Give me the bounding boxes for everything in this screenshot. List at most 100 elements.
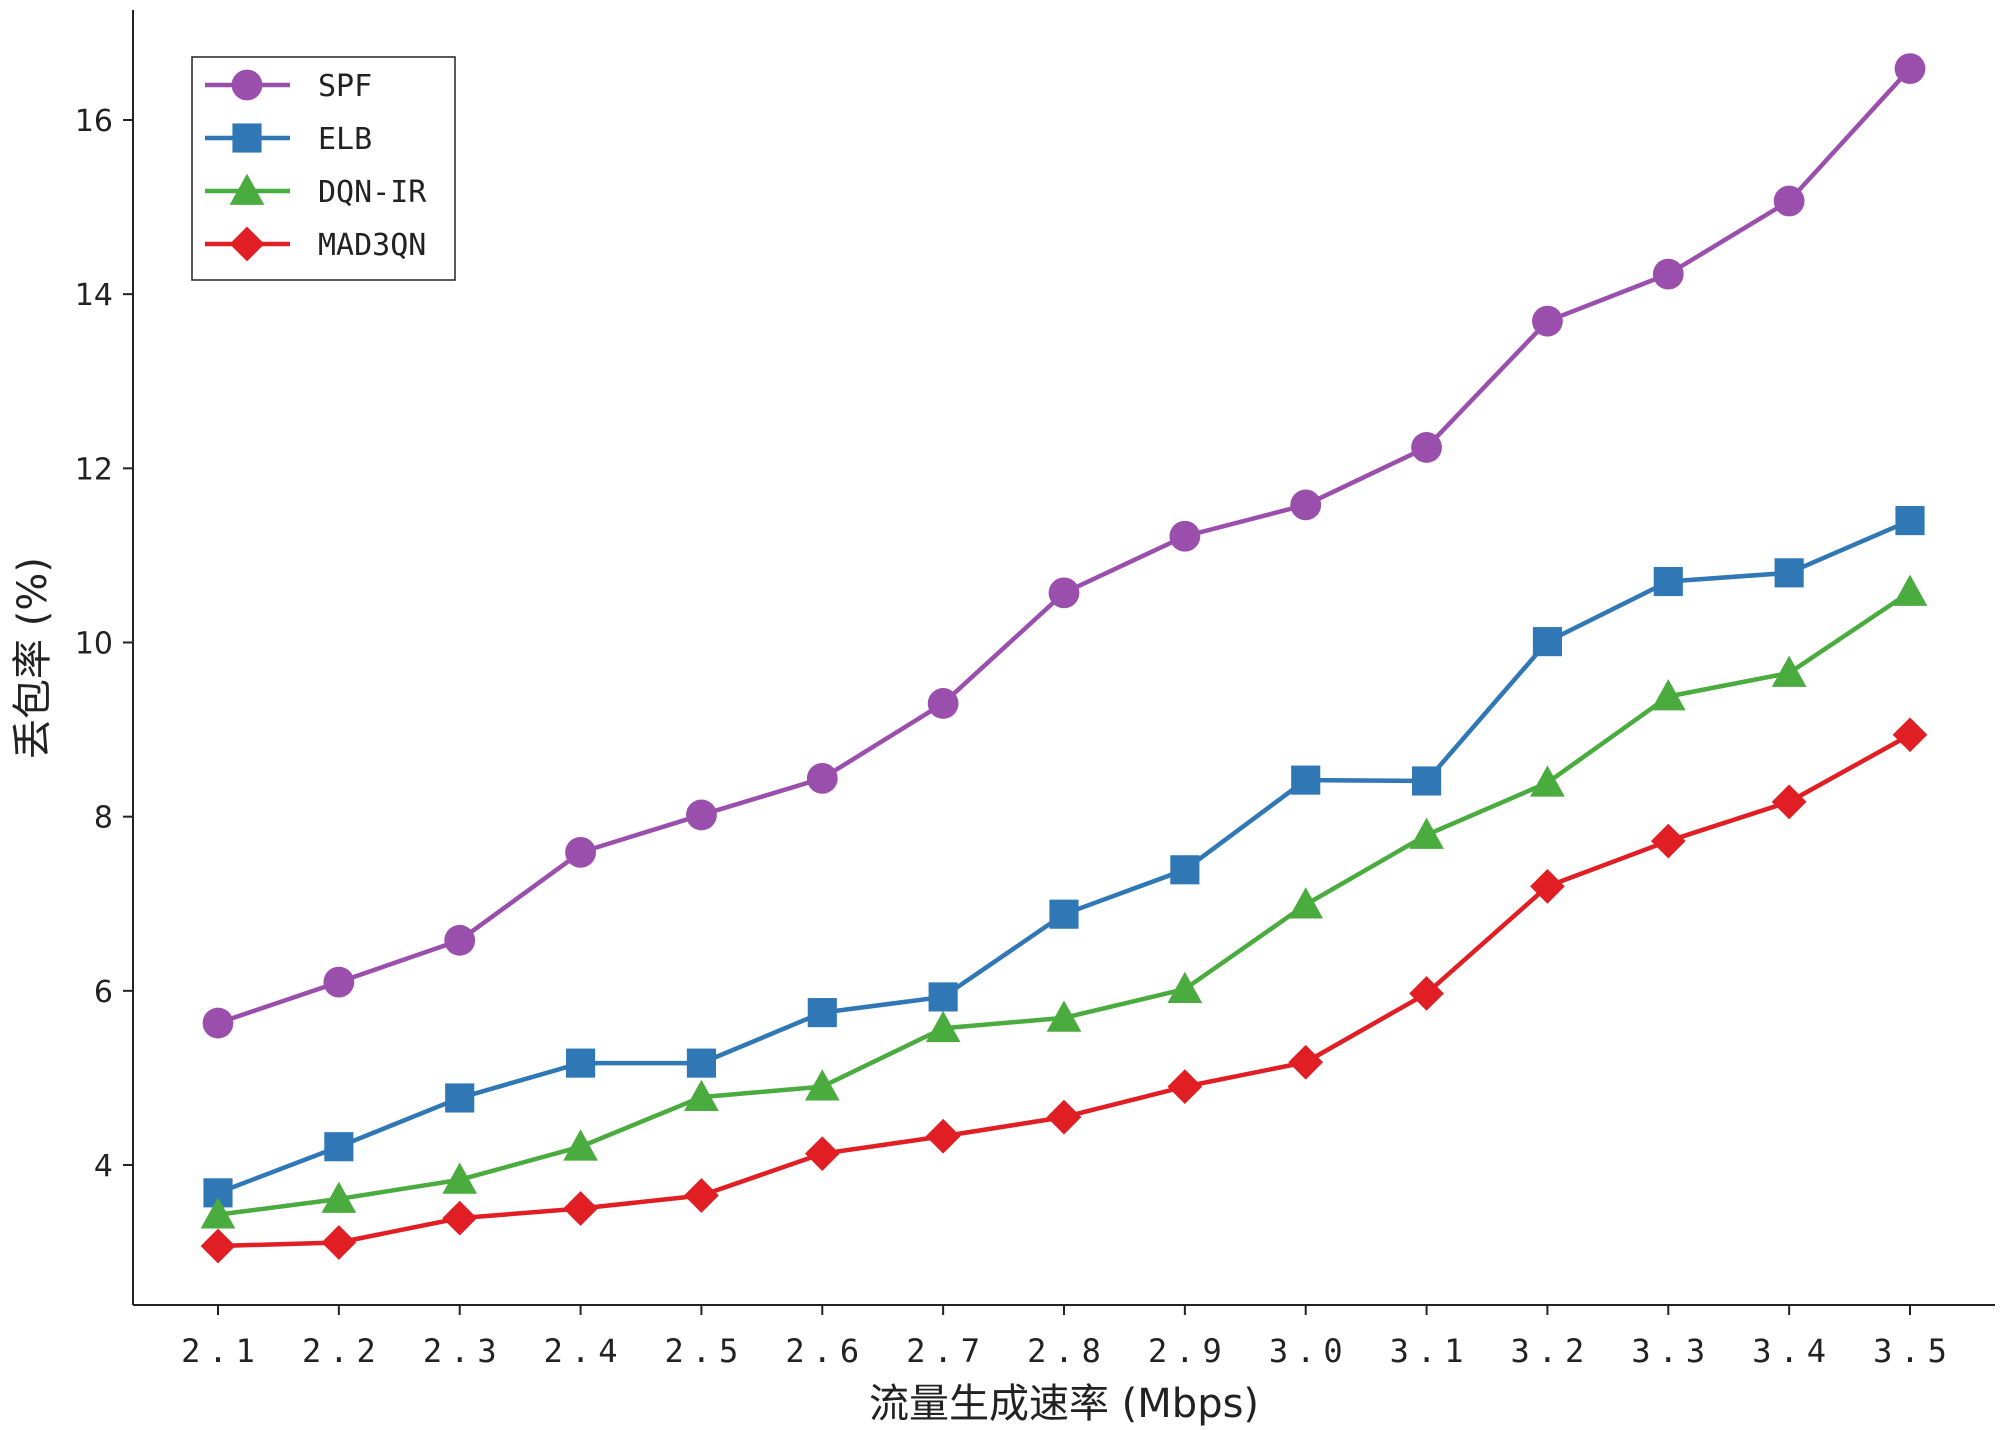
data-point-dqn-ir [200,1197,236,1229]
legend-marker-elb [232,123,262,153]
legend-label-elb: ELB [318,122,372,157]
data-point-spf [1169,520,1201,552]
data-point-mad3qn [804,1136,840,1172]
data-point-mad3qn [321,1225,357,1260]
data-point-mad3qn [1288,1044,1324,1080]
data-point-spf [1773,185,1805,217]
data-point-mad3qn [563,1191,598,1226]
legend-item-dqn-ir: DQN-IR [205,173,427,210]
y-tick-label: 6 [94,975,113,1010]
data-point-elb [1291,765,1321,795]
data-point-dqn-ir [1892,574,1928,606]
data-point-dqn-ir [1771,655,1807,687]
data-point-spf [1048,577,1080,609]
x-tick-label: 2.4 [544,1332,626,1370]
x-tick-label: 3.5 [1873,1332,1955,1370]
data-point-dqn-ir [684,1079,719,1111]
series-spf [202,53,1926,1039]
data-point-spf [323,966,355,998]
data-point-dqn-ir [925,1010,961,1043]
data-point-dqn-ir [1167,971,1203,1003]
data-point-mad3qn [1771,784,1807,820]
data-point-dqn-ir [563,1129,598,1161]
data-point-spf [202,1007,234,1039]
legend-marker-spf [231,69,263,101]
series-line-mad3qn [217,732,1912,1249]
data-point-elb [566,1048,596,1078]
data-point-mad3qn [1650,823,1686,859]
legend-item-mad3qn: MAD3QN [205,226,426,263]
y-tick-label: 16 [75,104,113,139]
legend-item-elb: ELB [205,122,372,157]
data-point-elb [686,1048,716,1078]
series-dqn-ir [200,574,1928,1229]
legend-marker-mad3qn [229,226,265,262]
data-point-elb [1774,558,1804,588]
data-point-spf [1411,432,1442,463]
data-point-spf [444,924,476,956]
y-tick-label: 8 [94,801,113,836]
x-tick-label: 3.1 [1390,1332,1472,1370]
data-point-spf [1532,305,1563,337]
legend-label-spf: SPF [318,69,372,104]
x-tick-label: 2.7 [906,1332,988,1370]
data-point-mad3qn [684,1178,719,1213]
x-tick-label: 2.9 [1148,1332,1230,1370]
data-point-elb [1049,899,1079,929]
y-axis-title: 丢包率 (%) [10,557,56,759]
series-group [200,53,1928,1264]
data-point-elb [1170,855,1200,885]
x-tick-label: 3.4 [1752,1332,1834,1370]
data-point-elb [324,1132,354,1162]
data-point-dqn-ir [1650,679,1686,711]
legend: SPF ELB DQN-IR MAD3QN [191,56,456,281]
data-point-mad3qn [442,1200,478,1236]
data-point-mad3qn [1046,1099,1082,1135]
x-tick-label: 2.2 [302,1332,384,1370]
data-point-mad3qn [1892,717,1928,753]
legend-label-dqn-ir: DQN-IR [318,175,427,210]
legend-label-mad3qn: MAD3QN [318,228,426,263]
data-point-spf [686,799,717,831]
data-point-spf [806,762,838,794]
data-point-mad3qn [1167,1069,1203,1104]
data-point-spf [1894,53,1926,85]
series-line-spf [217,67,1912,1026]
data-point-elb [807,998,837,1028]
x-tick-label: 2.1 [181,1332,263,1370]
data-point-elb [1895,506,1925,536]
y-tick-label: 10 [75,627,113,662]
data-point-elb [928,982,958,1012]
data-point-elb [445,1083,475,1113]
x-tick-label: 3.2 [1511,1332,1593,1370]
x-axis-title: 流量生成速率 (Mbps) [869,1381,1259,1427]
data-point-mad3qn [1530,868,1565,904]
data-point-dqn-ir [442,1162,478,1194]
legend-item-spf: SPF [205,69,372,104]
data-point-spf [927,688,959,719]
x-tick-label: 2.3 [423,1332,505,1370]
data-point-elb [1653,566,1683,597]
series-mad3qn [200,717,1928,1264]
data-point-spf [565,836,596,868]
x-tick-label: 3.3 [1631,1332,1713,1370]
y-tick-label: 14 [75,278,113,313]
x-tick-label: 2.8 [1027,1332,1109,1370]
data-point-dqn-ir [1288,887,1324,919]
y-tick-label: 12 [75,452,113,487]
data-point-mad3qn [1409,976,1444,1011]
data-point-mad3qn [200,1228,236,1264]
data-point-elb [1412,766,1442,796]
data-point-spf [1652,258,1684,290]
data-point-dqn-ir [804,1069,840,1101]
data-point-spf [1290,489,1322,521]
data-point-mad3qn [925,1118,961,1154]
x-ticks: 2.1 2.2 2.3 2.4 2.5 2.6 2.7 2.8 2.9 3.0 3.1 3.2 3.3 3… [181,1305,1955,1370]
x-tick-label: 2.5 [665,1332,747,1370]
series-elb [203,506,1925,1208]
data-point-dqn-ir [1409,817,1444,849]
data-point-dqn-ir [1046,1000,1082,1032]
data-point-dqn-ir [321,1181,357,1213]
data-point-elb [1532,627,1562,657]
